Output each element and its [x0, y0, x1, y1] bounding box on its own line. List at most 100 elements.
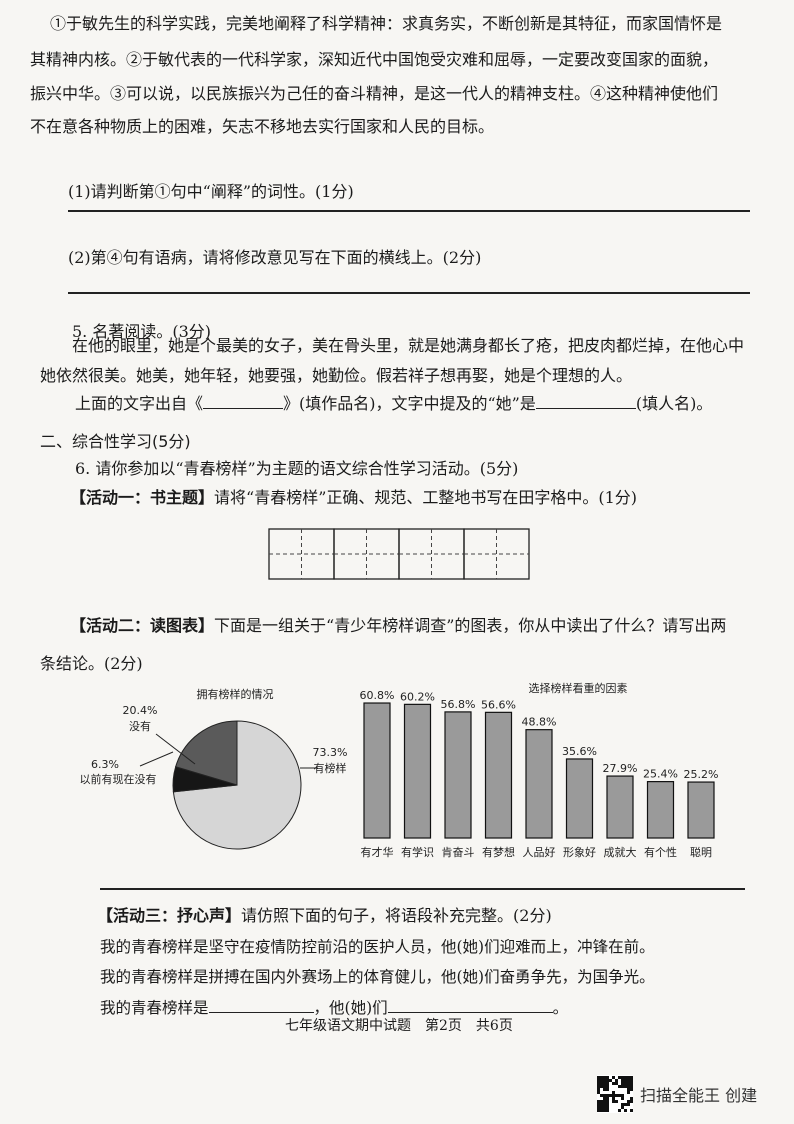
qr-module: [606, 1097, 609, 1100]
activity-label: 【活动二：读图表】: [70, 616, 215, 635]
qr-module: [624, 1085, 627, 1088]
qr-module: [597, 1088, 600, 1091]
pie-category-label: 以前有现在没有: [80, 772, 157, 786]
qr-module: [630, 1082, 633, 1085]
activity-text: 下面是一组关于“青少年榜样调查”的图表，你从中读出了什么？请写出两: [214, 616, 727, 635]
qr-module: [600, 1076, 603, 1079]
bar: [403, 703, 432, 839]
bar: [606, 775, 634, 839]
qr-module: [612, 1082, 615, 1085]
bar-value-label: 25.2%: [684, 768, 719, 781]
bar-chart-title: 选择榜样看重的因素: [529, 681, 628, 695]
bar-category-label: 聪明: [690, 845, 712, 859]
bar-category-label: 有学识: [401, 845, 434, 859]
qr-module: [627, 1103, 630, 1106]
prompt-text: 上面的文字出自《: [75, 394, 204, 413]
question-1: (1)请判断第①句中“阐释”的词性。(1分): [68, 182, 354, 201]
answer-line[interactable]: [100, 888, 745, 890]
qr-module: [597, 1076, 600, 1079]
qr-module: [627, 1082, 630, 1085]
qr-module: [597, 1103, 600, 1106]
question-5-text: 她依然很美。她美，她年轻，她要强，她勤俭。假若祥子想再娶，她是个理想的人。: [40, 366, 633, 385]
qr-module: [606, 1103, 609, 1106]
bar-category-label: 有梦想: [482, 845, 515, 859]
qr-module: [603, 1109, 606, 1112]
qr-module: [630, 1076, 633, 1079]
description-blank[interactable]: [387, 998, 553, 1013]
answer-line[interactable]: [68, 210, 750, 212]
qr-module: [597, 1100, 600, 1103]
qr-module: [621, 1076, 624, 1079]
pie-value-label: 20.4%: [123, 704, 158, 717]
prompt-text: 。: [552, 999, 569, 1017]
qr-module: [621, 1085, 624, 1088]
qr-module: [606, 1085, 609, 1088]
leader-line: [155, 733, 196, 765]
qr-module: [624, 1079, 627, 1082]
qr-module: [603, 1088, 606, 1091]
qr-module: [603, 1085, 606, 1088]
qr-module: [627, 1100, 630, 1103]
qr-module: [630, 1088, 633, 1091]
qr-module: [615, 1100, 618, 1103]
bar-value-label: 60.8%: [360, 689, 395, 702]
qr-module: [603, 1082, 606, 1085]
qr-module: [624, 1103, 627, 1106]
page-footer: 七年级语文期中试题 第2页 共6页: [285, 1018, 513, 1034]
qr-module: [597, 1091, 600, 1094]
qr-module: [600, 1100, 603, 1103]
pie-category-label: 没有: [129, 719, 151, 733]
role-model-blank[interactable]: [208, 998, 314, 1013]
qr-module: [615, 1082, 618, 1085]
qr-module: [597, 1106, 600, 1109]
qr-module: [624, 1109, 627, 1112]
qr-module: [621, 1079, 624, 1082]
prompt-text: 》(填作品名)，文字中提及的“她”是: [283, 394, 536, 413]
qr-module: [606, 1076, 609, 1079]
qr-module: [624, 1082, 627, 1085]
qr-module: [618, 1085, 621, 1088]
qr-module: [609, 1094, 612, 1097]
question-5-title: 5. 名著阅读。(3分): [72, 322, 212, 341]
qr-module: [597, 1085, 600, 1088]
prompt-text: 我的青春榜样是: [100, 999, 209, 1017]
activity-label: 【活动三：抒心声】: [97, 906, 242, 925]
watermark-text: 扫描全能王 创建: [640, 1086, 758, 1105]
activity-text: 请将“青春榜样”正确、规范、工整地书写在田字格中。(1分): [214, 488, 638, 507]
qr-module: [621, 1103, 624, 1106]
person-name-blank[interactable]: [535, 394, 636, 409]
qr-module: [627, 1076, 630, 1079]
qr-module: [621, 1094, 624, 1097]
example-sentence: 我的青春榜样是坚守在疫情防控前沿的医护人员，他(她)们迎难而上，冲锋在前。: [100, 938, 655, 956]
qr-module: [612, 1091, 615, 1094]
qr-module: [606, 1082, 609, 1085]
qr-module: [615, 1079, 618, 1082]
bar-value-label: 56.8%: [441, 698, 476, 711]
bar-category-label: 形象好: [563, 845, 596, 859]
qr-module: [600, 1079, 603, 1082]
bar-value-label: 25.4%: [643, 768, 678, 781]
qr-module: [606, 1106, 609, 1109]
qr-module: [597, 1082, 600, 1085]
qr-module: [606, 1079, 609, 1082]
qr-module: [606, 1094, 609, 1097]
bar-value-label: 35.6%: [562, 745, 597, 758]
activity-2-cont: 条结论。(2分): [40, 654, 143, 673]
passage-line: 其精神内核。②于敏代表的一代科学家，深知近代中国饱受灾难和屈辱，一定要改变国家的…: [30, 50, 719, 69]
qr-module: [612, 1094, 615, 1097]
bar: [646, 781, 675, 839]
bar-value-label: 60.2%: [400, 690, 435, 703]
qr-module: [618, 1076, 621, 1079]
qr-module: [606, 1088, 609, 1091]
example-sentence: 我的青春榜样是拼搏在国内外赛场上的体育健儿，他(她)们奋勇争先，为国争光。: [100, 968, 655, 986]
work-title-blank[interactable]: [203, 394, 284, 409]
tianzi-grid[interactable]: [268, 528, 530, 580]
question-5-prompt: 上面的文字出自《 》(填作品名)，文字中提及的“她”是 (填人名)。: [75, 390, 712, 414]
qr-module: [627, 1088, 630, 1091]
answer-line[interactable]: [68, 292, 750, 294]
qr-module: [612, 1076, 615, 1079]
qr-module: [609, 1079, 612, 1082]
bar: [525, 729, 553, 839]
question-5-text: 在他的眼里，她是个最美的女子，美在骨头里，就是她满身都长了疮，把皮肉都烂掉，在他…: [72, 336, 745, 355]
bar-category-label: 有个性: [644, 845, 677, 859]
